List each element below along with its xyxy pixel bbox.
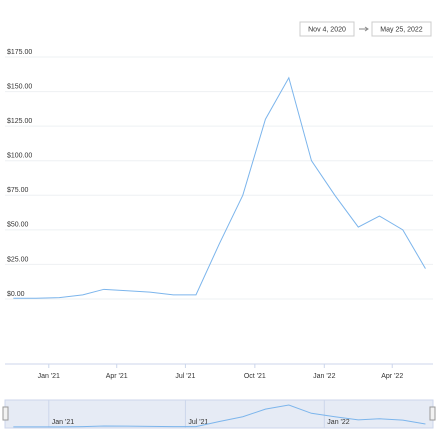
y-tick-label: $175.00 <box>7 49 32 56</box>
y-tick-label: $125.00 <box>7 118 32 125</box>
x-tick-label: Apr '22 <box>381 373 403 380</box>
x-tick-label: Oct '21 <box>244 373 266 380</box>
range-end-box[interactable] <box>371 21 432 37</box>
x-tick-label: Jul '21 <box>175 373 195 380</box>
navigator-line <box>13 404 426 428</box>
x-tick-label: Jan '22 <box>313 373 335 380</box>
price-line <box>13 76 426 299</box>
navigator-label: Jan '22 <box>327 419 349 426</box>
range-end[interactable]: May 25, 2022 <box>380 26 423 33</box>
y-tick-label: $150.00 <box>7 83 32 90</box>
range-start-box[interactable] <box>299 21 355 37</box>
navigator-label: Jul '21 <box>188 419 208 426</box>
x-tick-label: Jan '21 <box>38 373 60 380</box>
x-tick-label: Apr '21 <box>106 373 128 380</box>
y-tick-label: $75.00 <box>7 187 29 194</box>
navigator-handle[interactable] <box>2 406 9 421</box>
y-tick-label: $50.00 <box>7 222 29 229</box>
navigator-label: Jan '21 <box>52 419 74 426</box>
y-tick-label: $100.00 <box>7 153 32 160</box>
range-arrow-head <box>364 26 369 32</box>
y-tick-label: $25.00 <box>7 256 29 263</box>
y-tick-label: $0.00 <box>7 291 25 298</box>
navigator-handle[interactable] <box>429 406 436 421</box>
range-start[interactable]: Nov 4, 2020 <box>308 26 346 33</box>
